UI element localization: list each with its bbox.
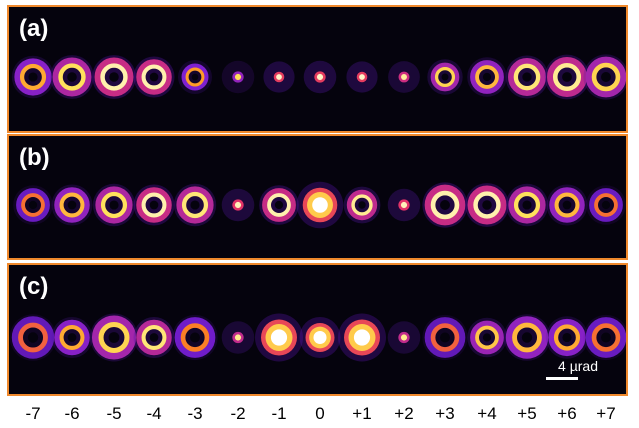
spot-order--3	[173, 183, 217, 227]
spot-order--6	[51, 184, 93, 226]
order-axis: -7 -6 -5 -4 -3 -2 -1 0 +1 +2 +3 +4 +5 +6 +7	[0, 400, 639, 428]
tick-label: +6	[557, 404, 577, 423]
tick-label: -4	[146, 404, 162, 423]
spot-order-+1	[346, 61, 378, 93]
spot-order--7	[13, 185, 53, 225]
spot-order--1	[263, 61, 295, 93]
spot-order--3	[172, 314, 218, 361]
tick-label: +4	[477, 404, 497, 423]
spot-order-+6	[544, 54, 590, 100]
spot-order-+3	[422, 314, 468, 361]
tick-label: +5	[517, 404, 537, 423]
panel-label-a: (a)	[19, 15, 49, 42]
spot-order-+7	[586, 185, 626, 225]
spot-order--5	[92, 55, 136, 99]
panel-c: (c) 4 µrad	[7, 263, 628, 396]
spot-strip-c	[9, 313, 626, 362]
spot-order--3	[178, 60, 212, 94]
spot-order-+2	[387, 321, 421, 354]
spot-order-0	[299, 317, 341, 358]
spot-order--5	[90, 313, 138, 362]
tick-label: -2	[230, 404, 246, 423]
spot-order--4	[133, 184, 175, 226]
tick-label: -3	[187, 404, 203, 423]
panel-label-b: (b)	[19, 144, 50, 171]
spot-order-+3	[427, 59, 463, 95]
spot-order--2	[221, 321, 255, 354]
tick-label: +3	[435, 404, 455, 423]
spot-order--7	[9, 314, 57, 361]
spot-order-+6	[546, 184, 588, 226]
tick-label: 0	[315, 404, 325, 423]
spot-order-+5	[505, 183, 549, 227]
spot-strip-b	[13, 181, 626, 229]
tick-label: +1	[352, 404, 372, 423]
spot-order--6	[50, 55, 94, 99]
spot-order-+3	[422, 182, 468, 228]
tick-label: +2	[394, 404, 414, 423]
spot-order-+4	[467, 57, 507, 97]
panel-label-c: (c)	[19, 273, 49, 300]
spot-order--6	[51, 317, 93, 358]
tick-label: -1	[271, 404, 287, 423]
spot-order-+2	[388, 61, 420, 93]
tick-label: +7	[596, 404, 616, 423]
spot-order-+5	[505, 55, 549, 99]
scale-bar-label: 4 µrad	[558, 358, 598, 374]
spot-order-+7	[583, 54, 626, 100]
spot-order--2	[221, 188, 255, 222]
spot-order--2	[221, 60, 255, 94]
tick-label: -6	[64, 404, 80, 423]
spot-order--1	[255, 313, 303, 362]
scale-bar	[546, 377, 578, 380]
spot-order-+1	[338, 313, 386, 362]
spot-order-+6	[545, 316, 589, 359]
spot-strip-a	[11, 54, 626, 100]
spot-order-+4	[465, 183, 509, 227]
panel-a: (a)	[7, 5, 628, 133]
panel-b: (b)	[7, 134, 628, 260]
spot-order--7	[11, 55, 55, 99]
spot-order-+2	[387, 188, 421, 222]
spot-order-+4	[467, 317, 507, 358]
spot-order-+1	[343, 186, 381, 224]
tick-label: -5	[106, 404, 122, 423]
spot-order--4	[133, 56, 175, 98]
spot-order--1	[259, 185, 299, 225]
spot-order-+5	[503, 314, 551, 361]
spot-order-0	[296, 181, 344, 229]
spot-order--5	[92, 183, 136, 227]
spot-order-0	[303, 60, 337, 94]
spot-order-+7	[583, 314, 626, 361]
tick-label: -7	[25, 404, 41, 423]
spot-order--4	[133, 317, 175, 358]
